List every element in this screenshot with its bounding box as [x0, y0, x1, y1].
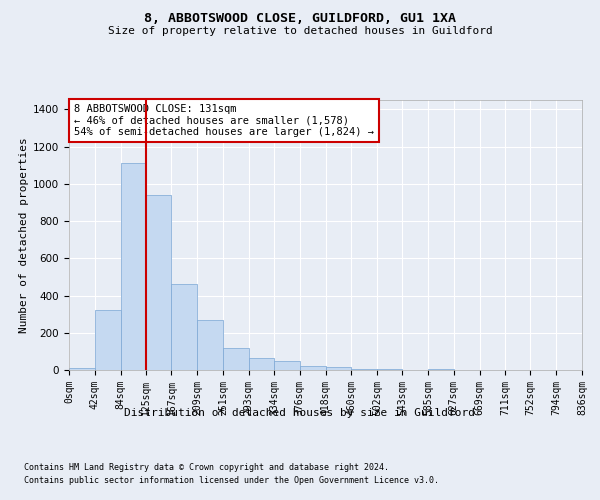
Bar [146, 195, 172, 370]
Y-axis label: Number of detached properties: Number of detached properties [19, 137, 29, 333]
Text: Size of property relative to detached houses in Guildford: Size of property relative to detached ho… [107, 26, 493, 36]
Bar [121, 164, 146, 370]
Bar [428, 369, 454, 370]
Bar [377, 369, 402, 370]
Bar [300, 366, 325, 370]
Bar [95, 310, 121, 370]
Text: Contains public sector information licensed under the Open Government Licence v3: Contains public sector information licen… [24, 476, 439, 485]
Bar [325, 366, 351, 370]
Text: 8, ABBOTSWOOD CLOSE, GUILDFORD, GU1 1XA: 8, ABBOTSWOOD CLOSE, GUILDFORD, GU1 1XA [144, 12, 456, 26]
Bar [274, 361, 300, 370]
Text: Contains HM Land Registry data © Crown copyright and database right 2024.: Contains HM Land Registry data © Crown c… [24, 462, 389, 471]
Text: 8 ABBOTSWOOD CLOSE: 131sqm
← 46% of detached houses are smaller (1,578)
54% of s: 8 ABBOTSWOOD CLOSE: 131sqm ← 46% of deta… [74, 104, 374, 137]
Bar [223, 348, 249, 370]
Bar [351, 369, 377, 370]
Text: Distribution of detached houses by size in Guildford: Distribution of detached houses by size … [125, 408, 476, 418]
Bar [249, 358, 274, 370]
Bar [197, 320, 223, 370]
Bar [172, 284, 197, 370]
Bar [69, 368, 95, 370]
